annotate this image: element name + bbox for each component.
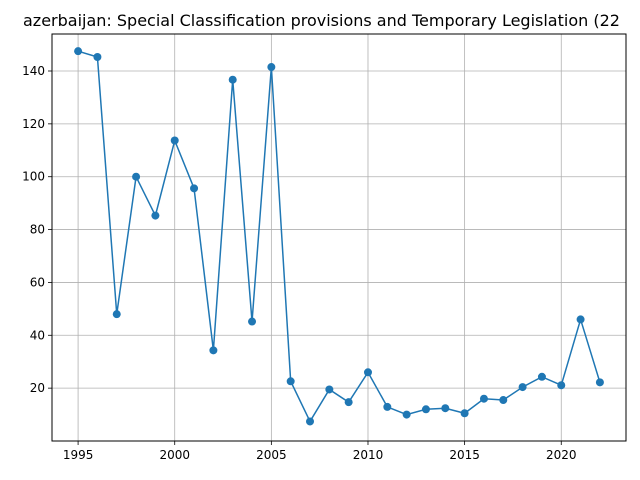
data-point <box>499 396 508 405</box>
data-point <box>170 136 179 145</box>
tick-layer: 1995 2000 2005 2010 2015 20202040608010012014… <box>22 64 576 462</box>
data-point <box>267 63 276 72</box>
data-point <box>576 315 585 324</box>
data-point <box>190 184 199 193</box>
series-line <box>77 50 601 424</box>
data-point <box>383 402 392 411</box>
data-point <box>209 346 218 355</box>
data-point <box>595 378 604 387</box>
y-tick-label: 60 <box>30 275 45 289</box>
x-tick-label: 2020 <box>546 448 577 462</box>
y-tick-label: 120 <box>22 117 45 131</box>
data-point <box>151 211 160 220</box>
x-tick-label: 1995 <box>63 448 94 462</box>
y-tick-label: 80 <box>30 223 45 237</box>
data-point <box>421 405 430 414</box>
data-point <box>306 417 315 426</box>
chart-title: azerbaijan: Special Classification provi… <box>23 11 620 30</box>
data-point <box>441 404 450 413</box>
data-point <box>248 317 257 326</box>
data-point <box>93 52 102 61</box>
x-tick-label: 2015 <box>449 448 480 462</box>
y-tick-label: 140 <box>22 64 45 78</box>
data-point <box>132 172 141 181</box>
y-tick-label: 100 <box>22 170 45 184</box>
y-tick-label: 40 <box>30 328 45 342</box>
data-point <box>518 383 527 392</box>
data-point <box>228 75 237 84</box>
y-tick-label: 20 <box>30 381 45 395</box>
data-point <box>537 372 546 381</box>
data-point <box>460 409 469 418</box>
data-point <box>325 385 334 394</box>
x-tick-label: 2000 <box>159 448 190 462</box>
data-point <box>557 381 566 390</box>
plot-frame <box>51 33 627 442</box>
series-layer <box>74 47 604 426</box>
data-point <box>402 410 411 419</box>
data-point <box>286 377 295 386</box>
data-point <box>363 368 372 377</box>
x-tick-label: 2010 <box>353 448 384 462</box>
data-point <box>344 398 353 407</box>
x-tick-label: 2005 <box>256 448 287 462</box>
data-point <box>112 310 121 319</box>
data-point <box>479 394 488 403</box>
data-point <box>74 47 83 56</box>
